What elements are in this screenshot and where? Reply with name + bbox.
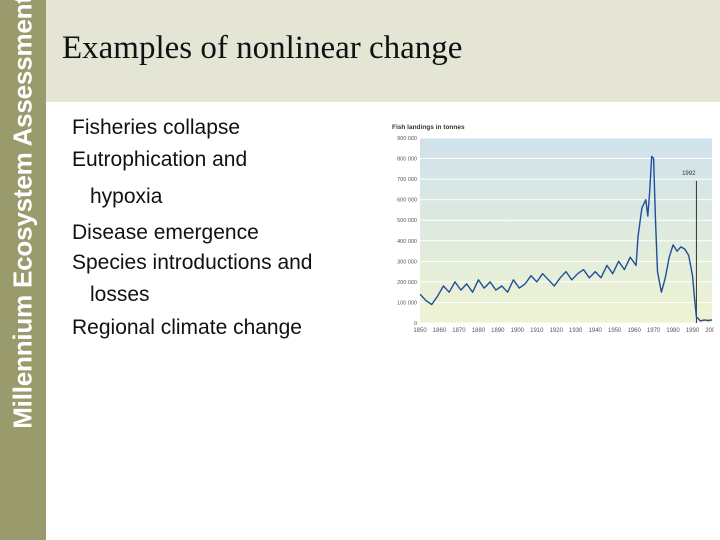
- bullet-item: Species introductions and: [72, 251, 313, 274]
- slide-header: Examples of nonlinear change: [46, 0, 720, 102]
- y-tick-label: 200 000: [397, 280, 417, 286]
- x-tick-label: 1880: [472, 328, 486, 334]
- y-tick-label: 700 000: [397, 177, 417, 183]
- slide-title: Examples of nonlinear change: [62, 30, 463, 66]
- plot-background: [420, 138, 712, 323]
- bullet-item: hypoxia: [90, 185, 163, 208]
- chart-svg: 0 100 000 200 000 300 000 400 000 500 000 600 …: [392, 124, 719, 334]
- x-tick-label: 1920: [550, 328, 564, 334]
- x-tick-label: 1970: [647, 328, 661, 334]
- y-tick-label: 0: [414, 321, 417, 327]
- chart-title: Fish landings in tonnes: [392, 124, 465, 131]
- x-tick-labels: 1850 1860 1870 1880 1890 1900 1910 1920 1930 1940…: [413, 328, 719, 334]
- y-tick-label: 800 000: [397, 157, 417, 163]
- sidebar-brand-text: Millennium Ecosystem Assessment: [7, 0, 38, 429]
- x-tick-label: 1860: [433, 328, 447, 334]
- bullet-item: Fisheries collapse: [72, 116, 241, 139]
- y-tick-label: 400 000: [397, 239, 417, 245]
- annotation-label: 1992: [682, 171, 696, 177]
- y-tick-label: 500 000: [397, 218, 417, 224]
- x-tick-label: 1980: [666, 328, 680, 334]
- y-tick-label: 100 000: [397, 300, 417, 306]
- bullet-list: Fisheries collapse Eutrophication and hy…: [72, 112, 313, 344]
- x-tick-label: 1890: [491, 328, 505, 334]
- bullet-item: Regional climate change: [72, 316, 302, 339]
- y-tick-label: 600 000: [397, 198, 417, 204]
- grid-layer: [420, 137, 712, 324]
- y-tick-label: 900 000: [397, 136, 417, 142]
- x-tick-label: 1850: [413, 328, 427, 334]
- fish-landings-chart: 0 100 000 200 000 300 000 400 000 500 000 600 …: [386, 118, 719, 343]
- x-tick-label: 1900: [511, 328, 525, 334]
- x-tick-label: 1990: [686, 328, 700, 334]
- y-tick-label: 300 000: [397, 259, 417, 265]
- x-tick-label: 1930: [569, 328, 583, 334]
- series-line-fish-landings: [419, 155, 713, 322]
- x-tick-label: 1950: [608, 328, 622, 334]
- x-tick-label: 1910: [530, 328, 544, 334]
- y-tick-labels: 0 100 000 200 000 300 000 400 000 500 000 600 …: [397, 136, 417, 327]
- bullet-item: Eutrophication and: [72, 148, 248, 171]
- bullet-item: losses: [90, 283, 150, 306]
- x-tick-label: 1960: [627, 328, 641, 334]
- x-tick-label: 1940: [589, 328, 603, 334]
- x-tick-label: 1870: [452, 328, 466, 334]
- bullet-item: Disease emergence: [72, 221, 259, 244]
- sidebar: Millennium Ecosystem Assessment: [0, 0, 46, 540]
